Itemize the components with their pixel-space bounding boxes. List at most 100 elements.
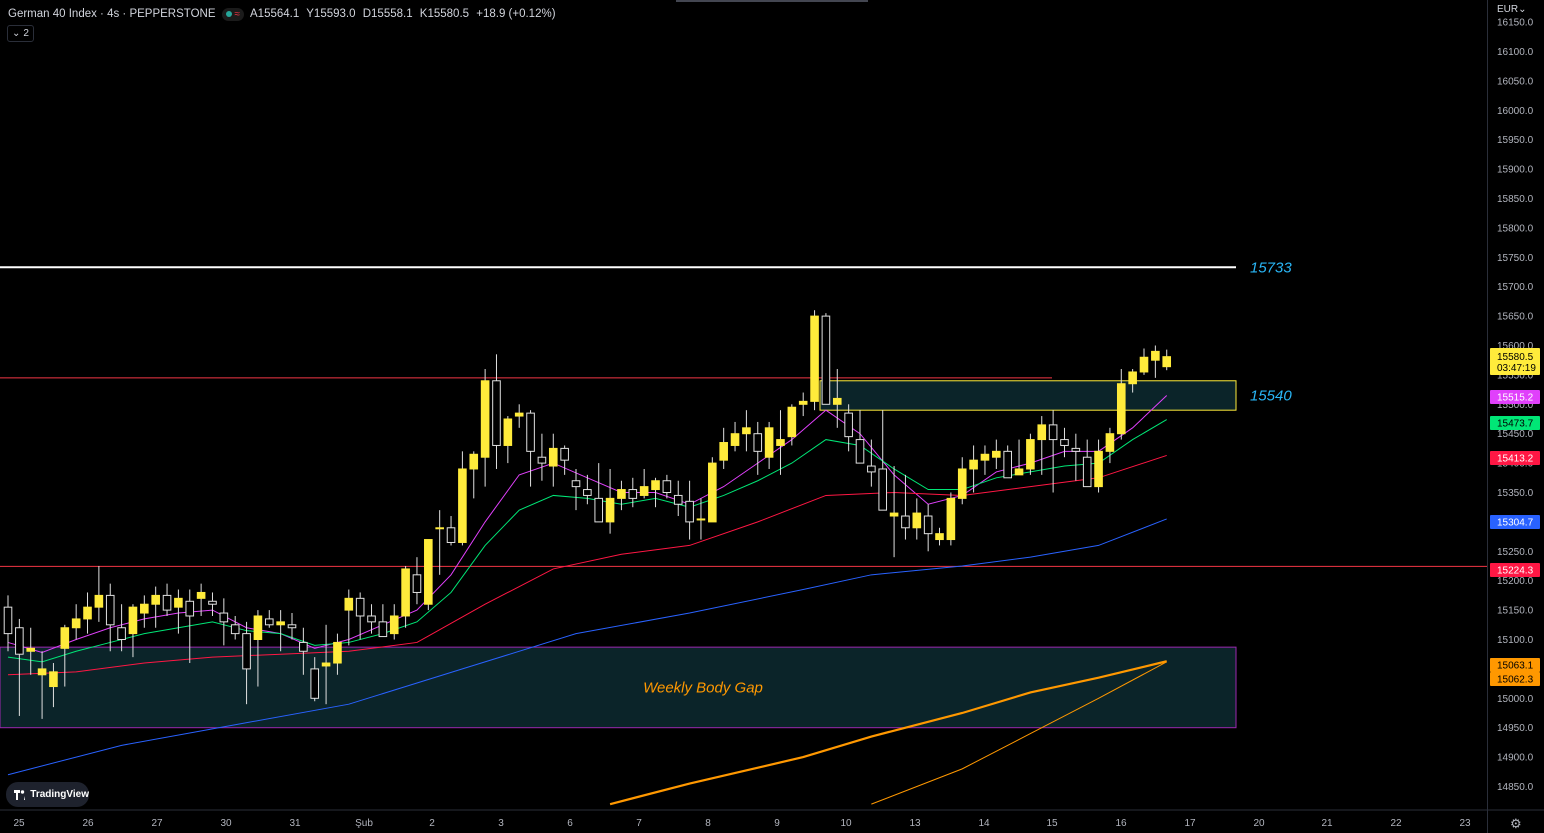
low-value: D15558.1: [362, 8, 413, 20]
candle-body: [105, 594, 115, 626]
candle-body: [673, 494, 683, 505]
time-tick: 9: [774, 818, 780, 829]
currency-selector[interactable]: EUR⌄: [1497, 4, 1527, 15]
weekly-body-gap-label: Weekly Body Gap: [643, 679, 763, 696]
candle: [83, 592, 92, 634]
candle-body: [821, 315, 831, 405]
indicators-toggle[interactable]: ⌄ 2: [7, 25, 34, 42]
candle-body: [810, 315, 819, 402]
chart-labels-layer: 15733 15540 Weekly Body Gap: [643, 259, 1292, 696]
market-status[interactable]: ≈: [221, 7, 245, 21]
price-badge-value: 15224.3: [1497, 566, 1534, 577]
candle: [605, 468, 615, 534]
price-badge-value: 15473.7: [1497, 419, 1534, 430]
candle: [992, 439, 1001, 469]
candle-body: [469, 453, 479, 470]
time-tick: 3: [498, 818, 504, 829]
candle-body: [219, 612, 229, 623]
candle: [162, 583, 172, 616]
candle-body: [287, 624, 297, 629]
price-badge-value: 15304.7: [1497, 518, 1534, 529]
price-badge-bg: [1490, 515, 1540, 529]
last-price-value: 15580.5: [1497, 352, 1534, 363]
symbol-title[interactable]: German 40 Index · 4s · PEPPERSTONE: [8, 8, 216, 20]
price-badge: 15473.7: [1490, 416, 1540, 430]
candle: [912, 498, 922, 540]
candle: [889, 466, 899, 558]
price-badge-value: 15062.3: [1497, 675, 1534, 686]
candle-body: [1162, 356, 1172, 368]
indicator-count: 2: [23, 28, 29, 39]
last-price-badge: 15580.503:47:19: [1490, 347, 1540, 375]
candle-body: [1094, 450, 1103, 488]
candle: [174, 589, 183, 634]
candle: [719, 427, 728, 469]
candle-body: [583, 489, 592, 496]
candle-body: [662, 480, 672, 493]
candle-body: [196, 591, 206, 599]
candle-body: [980, 453, 990, 461]
candle: [3, 595, 13, 652]
candle: [401, 566, 410, 628]
candle-body: [946, 497, 956, 541]
candle: [264, 610, 274, 628]
price-badge-bg: [1490, 390, 1540, 404]
candle: [310, 657, 320, 702]
time-tick: 27: [151, 818, 163, 829]
candle: [503, 416, 513, 464]
price-tick: 16050.0: [1497, 76, 1534, 87]
time-tick: 31: [289, 818, 301, 829]
gear-icon[interactable]: ⚙: [1510, 816, 1522, 831]
candle: [355, 592, 365, 640]
candle: [537, 433, 547, 481]
price-tick: 15200.0: [1497, 576, 1534, 587]
candle-body: [844, 412, 853, 438]
axis-divider: [1487, 0, 1488, 833]
ma-orange-thin: [871, 661, 1167, 805]
wave-icon: ≈: [234, 8, 241, 20]
candle-body: [742, 427, 751, 435]
candle-body: [867, 465, 876, 473]
candle: [594, 463, 604, 523]
candle-body: [140, 603, 149, 614]
candle: [810, 310, 819, 411]
tradingview-logo[interactable]: TradingView: [6, 782, 89, 807]
candle-body: [37, 668, 47, 676]
candle-body: [719, 442, 728, 461]
price-tick: 15850.0: [1497, 194, 1534, 205]
candle: [514, 404, 524, 428]
chart-legend[interactable]: German 40 Index · 4s · PEPPERSTONE ≈ A15…: [8, 6, 560, 22]
candle-body: [174, 597, 183, 608]
price-tick: 15600.0: [1497, 341, 1534, 352]
candle: [1116, 369, 1126, 440]
time-axis[interactable]: 25 26 27 30 31 Şub 2 3 6 7 8 9 10 13 14 15 16 17 20 21 22 23: [0, 809, 1544, 833]
candle-body: [832, 397, 842, 405]
candle-body: [878, 468, 888, 511]
candle-body: [185, 600, 195, 617]
price-badge-value: 15413.2: [1497, 454, 1534, 465]
price-badges: 15580.503:47:19 15515.2 15473.7 15413.2 1530…: [1490, 347, 1540, 686]
candle-body: [264, 618, 274, 626]
candle: [1094, 439, 1103, 493]
candle: [469, 451, 479, 499]
candle: [492, 354, 501, 469]
top-handle[interactable]: [676, 0, 868, 2]
price-tick: 14950.0: [1497, 723, 1534, 734]
candle: [571, 468, 581, 511]
candle: [424, 539, 433, 611]
candle: [867, 439, 876, 487]
candle-body: [162, 594, 172, 611]
candle: [128, 604, 138, 658]
candle: [185, 589, 195, 664]
candle: [583, 474, 592, 505]
price-tick: 15150.0: [1497, 606, 1534, 617]
candle-body: [15, 627, 24, 655]
candle: [321, 624, 331, 705]
time-tick: 22: [1390, 818, 1402, 829]
price-tick: 16000.0: [1497, 106, 1534, 117]
candle: [1139, 348, 1149, 375]
candle-body: [526, 412, 535, 452]
price-badge: 15063.1: [1490, 658, 1540, 672]
candle: [764, 421, 774, 469]
